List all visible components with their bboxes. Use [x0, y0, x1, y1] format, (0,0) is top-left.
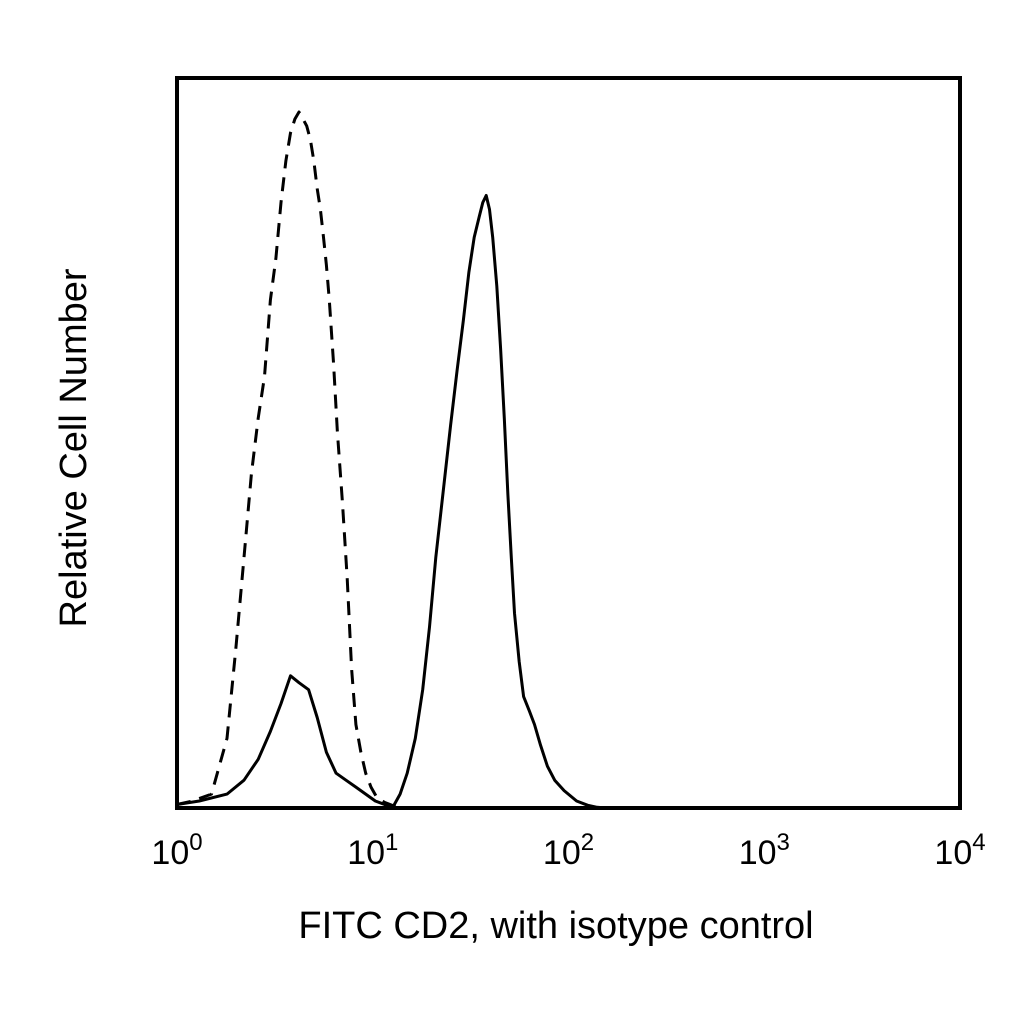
x-tick-label: 103 [739, 829, 790, 872]
isotype-control-histogram [176, 110, 405, 810]
x-axis-title: FITC CD2, with isotype control [298, 905, 813, 947]
x-tick-label: 104 [934, 829, 985, 872]
x-tick-labels: 100 101 102 103 104 [151, 829, 985, 872]
fitc-cd2-histogram [176, 194, 606, 810]
x-tick-label: 101 [347, 829, 398, 872]
x-tick-label: 102 [543, 829, 594, 872]
series-layer [176, 110, 606, 810]
y-axis-title: Relative Cell Number [53, 268, 95, 627]
x-tick-label: 100 [151, 829, 202, 872]
plot-frame [175, 76, 962, 810]
